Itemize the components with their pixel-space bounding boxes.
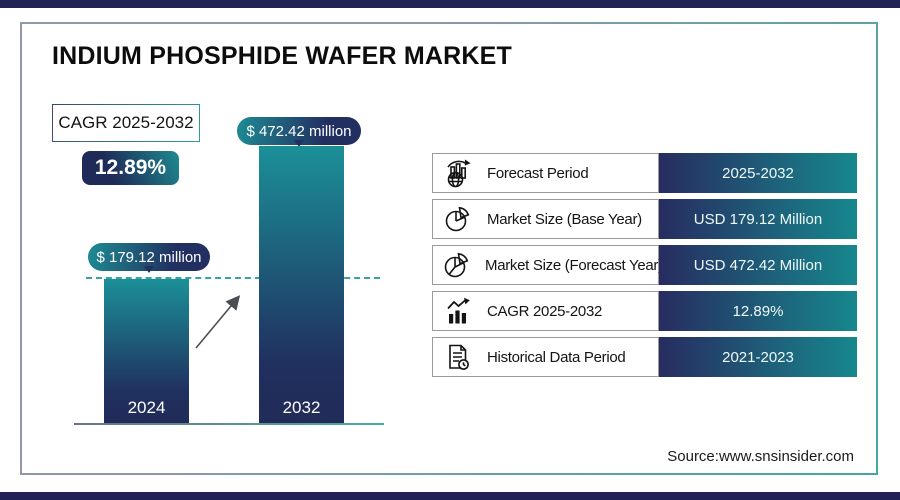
row-value: 2021-2023 [659, 337, 857, 377]
callout-2024-text: $ 179.12 million [96, 248, 202, 266]
cagr-value: 12.89% [94, 156, 167, 179]
row-value: 2025-2032 [659, 153, 857, 193]
growth-arrow-icon [195, 295, 241, 349]
bar-chart-trend-icon [441, 295, 475, 327]
page-title: INDIUM PHOSPHIDE WAFER MARKET [52, 42, 512, 70]
callout-2032: $ 472.42 million [237, 117, 361, 145]
source-text: Source:www.snsinsider.com [667, 448, 854, 465]
document-clock-icon [441, 341, 475, 373]
content-frame: INDIUM PHOSPHIDE WAFER MARKET CAGR 2025-… [20, 22, 878, 475]
row-label: Market Size (Forecast Year) [485, 256, 663, 274]
pie-chart-icon [441, 203, 475, 235]
stats-table: Forecast Period 2025-2032 [432, 153, 857, 377]
cagr-label-box: CAGR 2025-2032 [52, 104, 200, 142]
table-row: Market Size (Forecast Year) USD 472.42 M… [432, 245, 857, 285]
table-row: CAGR 2025-2032 12.89% [432, 291, 857, 331]
bar-2024: 2024 [104, 279, 189, 424]
callout-2032-text: $ 472.42 million [246, 122, 352, 140]
chart-baseline [74, 423, 384, 425]
dashed-reference-line [86, 277, 380, 279]
pie-chart-icon [441, 249, 473, 281]
row-label: Historical Data Period [487, 348, 626, 366]
row-value: USD 179.12 Million [659, 199, 857, 239]
bottom-accent-bar [0, 492, 900, 500]
row-label: Market Size (Base Year) [487, 210, 642, 228]
top-accent-bar [0, 0, 900, 8]
row-value: 12.89% [659, 291, 857, 331]
row-value: USD 472.42 Million [659, 245, 857, 285]
globe-trend-icon [441, 157, 475, 189]
bar-2032: 2032 [259, 146, 344, 424]
row-label: CAGR 2025-2032 [487, 302, 603, 320]
callout-2024: $ 179.12 million [88, 243, 210, 271]
row-label: Forecast Period [487, 164, 589, 182]
table-row: Forecast Period 2025-2032 [432, 153, 857, 193]
bar-2024-label: 2024 [127, 398, 166, 417]
table-row: Historical Data Period 2021-2023 [432, 337, 857, 377]
cagr-value-badge: 12.89% [82, 151, 179, 185]
table-row: Market Size (Base Year) USD 179.12 Milli… [432, 199, 857, 239]
bar-2032-label: 2032 [282, 398, 321, 417]
cagr-label: CAGR 2025-2032 [58, 113, 194, 132]
